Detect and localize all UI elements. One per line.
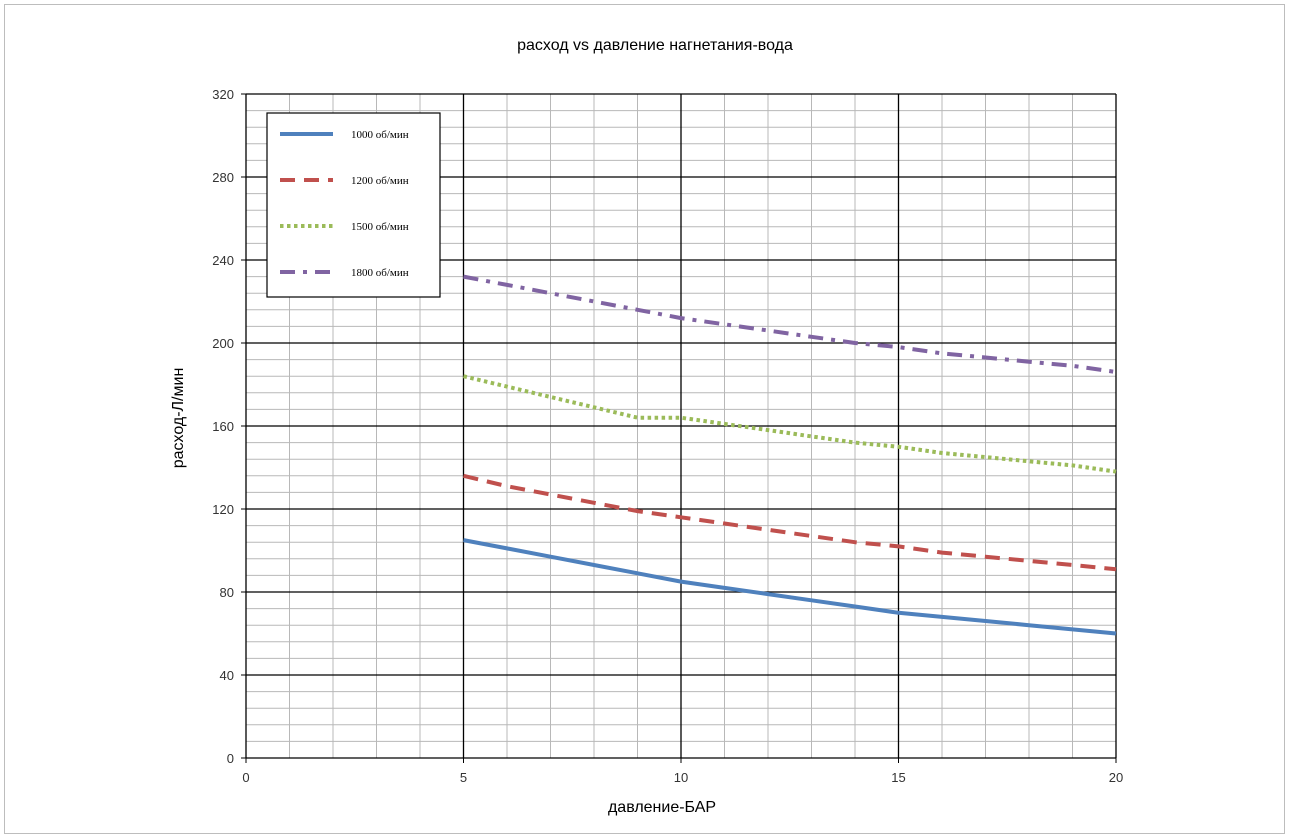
x-tick-label: 5 bbox=[460, 770, 467, 785]
legend-label-2: 1200 об/мин bbox=[351, 175, 409, 187]
y-tick-label: 40 bbox=[220, 668, 234, 683]
series-line-3 bbox=[463, 374, 1117, 474]
x-tick-label: 15 bbox=[891, 770, 905, 785]
y-tick-label: 240 bbox=[212, 253, 234, 268]
y-tick-label: 80 bbox=[220, 585, 234, 600]
chart-title: расход vs давление нагнетания-вода bbox=[517, 37, 793, 54]
legend-label-1: 1000 об/мин bbox=[351, 129, 409, 141]
legend-label-4: 1800 об/мин bbox=[351, 267, 409, 279]
major-gridlines bbox=[241, 93, 1117, 763]
series-line-2 bbox=[463, 473, 1117, 572]
x-tick-label: 20 bbox=[1109, 770, 1123, 785]
y-tick-label: 160 bbox=[212, 419, 234, 434]
series-line-1 bbox=[463, 538, 1117, 636]
y-tick-label: 320 bbox=[212, 87, 234, 102]
x-tick-label: 0 bbox=[242, 770, 249, 785]
series-lines bbox=[463, 274, 1117, 636]
y-tick-label: 0 bbox=[227, 751, 234, 766]
legend-label-3: 1500 об/мин bbox=[351, 221, 409, 233]
series-line-4 bbox=[463, 274, 1117, 374]
x-axis-ticks: 0 5 10 15 20 bbox=[242, 770, 1123, 785]
y-tick-label: 280 bbox=[212, 170, 234, 185]
x-axis-label: давление-БАР bbox=[608, 799, 716, 816]
x-tick-label: 10 bbox=[674, 770, 688, 785]
y-tick-label: 120 bbox=[212, 502, 234, 517]
y-axis-ticks: 0 40 80 120 160 200 240 280 320 bbox=[212, 87, 234, 766]
y-axis-label: расход-Л/мин bbox=[170, 368, 187, 469]
y-tick-label: 200 bbox=[212, 336, 234, 351]
legend: 1000 об/мин 1200 об/мин 1500 об/мин 1800 об… bbox=[266, 112, 441, 298]
legend-box bbox=[266, 112, 441, 298]
chart-frame bbox=[4, 4, 1285, 834]
